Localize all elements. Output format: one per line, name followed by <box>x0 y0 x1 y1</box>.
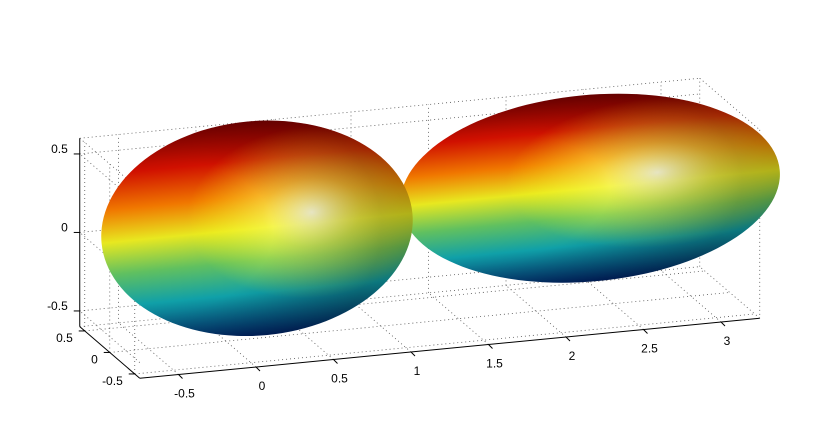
tick-mark <box>565 336 571 342</box>
tick-mark <box>178 374 183 379</box>
tick-mark <box>488 344 493 349</box>
x-tick-label: 0 <box>259 379 266 393</box>
z-tick-label: 0.5 <box>51 142 68 156</box>
tick-mark <box>720 321 726 327</box>
tick-mark <box>333 359 338 364</box>
tick-mark <box>410 351 416 357</box>
grid-line <box>660 270 722 323</box>
z-tick-label: -0.5 <box>47 299 68 313</box>
ellipsoid-shade <box>101 120 413 337</box>
ellipsoid-shade <box>400 93 780 283</box>
ellipsoid <box>101 120 413 337</box>
y-tick-label: 0.5 <box>56 331 73 345</box>
x-tick-label: -0.5 <box>174 387 195 401</box>
tick-mark <box>255 366 261 372</box>
x-tick-label: 2 <box>569 349 576 363</box>
x-tick-label: 0.5 <box>331 372 348 386</box>
x-tick-label: 2.5 <box>641 342 658 356</box>
grid-line <box>79 310 141 363</box>
box-edge <box>699 266 761 319</box>
x-axis <box>139 317 760 379</box>
tick-mark <box>643 329 648 334</box>
x-tick-label: 3 <box>724 334 731 348</box>
ellipsoid <box>400 93 780 283</box>
grid-line <box>118 322 179 375</box>
grid-line <box>428 292 489 345</box>
grid-line <box>583 277 644 330</box>
y-tick-label: -0.5 <box>102 374 123 388</box>
x-tick-label: 1 <box>414 364 421 378</box>
x-tick-label: 1.5 <box>486 357 503 371</box>
z-tick-label: 0 <box>61 221 68 235</box>
y-tick-label: 0 <box>91 353 98 367</box>
